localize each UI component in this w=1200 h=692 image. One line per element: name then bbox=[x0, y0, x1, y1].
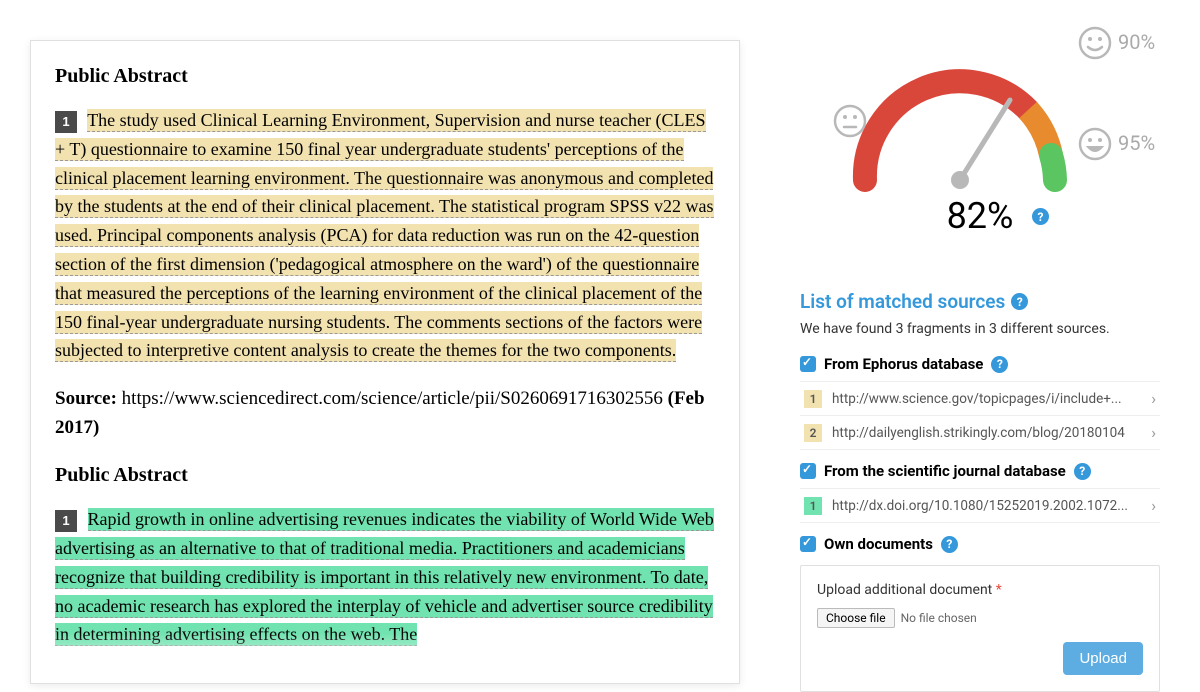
abstract-heading-1: Public Abstract bbox=[55, 65, 715, 88]
source-label: Source: bbox=[55, 388, 117, 409]
sources-title: List of matched sources ? bbox=[800, 290, 1160, 313]
side-panel: 82% ? 90% 95% List of matched sources ? … bbox=[800, 40, 1160, 684]
source-number-badge: 1 bbox=[804, 497, 822, 515]
gauge-help-icon[interactable]: ? bbox=[1032, 208, 1049, 225]
sources-help-icon[interactable]: ? bbox=[1011, 293, 1028, 310]
source-number-badge: 2 bbox=[804, 424, 822, 442]
highlighted-text-1[interactable]: The study used Clinical Learning Environ… bbox=[55, 109, 714, 362]
source-group-checkbox[interactable] bbox=[800, 463, 816, 479]
source-group-header: Own documents? bbox=[800, 535, 1160, 553]
source-group: Own documents? bbox=[800, 535, 1160, 553]
highlighted-text-2[interactable]: Rapid growth in online advertising reven… bbox=[55, 508, 714, 646]
source-row[interactable]: 1 http://dx.doi.org/10.1080/15252019.2002… bbox=[800, 488, 1160, 523]
neutral-face-icon bbox=[833, 104, 867, 138]
gauge-percent: 82% bbox=[820, 195, 1140, 237]
source-group-header: From Ephorus database? bbox=[800, 355, 1160, 373]
source-group: From Ephorus database? 1 http://www.scienc… bbox=[800, 355, 1160, 450]
gauge-marker-90: 90% bbox=[1118, 30, 1155, 54]
source-line: Source: https://www.sciencedirect.com/sc… bbox=[55, 385, 715, 442]
sources-title-text: List of matched sources bbox=[800, 290, 1005, 313]
upload-button[interactable]: Upload bbox=[1063, 642, 1143, 675]
source-row[interactable]: 2 http://dailyenglish.strikingly.com/blog… bbox=[800, 415, 1160, 450]
file-status: No file chosen bbox=[901, 611, 977, 625]
upload-label-text: Upload additional document bbox=[817, 582, 992, 598]
help-icon[interactable]: ? bbox=[941, 536, 958, 553]
source-group-label: Own documents bbox=[824, 535, 933, 553]
chevron-right-icon: › bbox=[1151, 389, 1156, 408]
source-group-label: From Ephorus database bbox=[824, 355, 983, 373]
abstract-paragraph-1: 1 The study used Clinical Learning Envir… bbox=[55, 106, 715, 365]
source-row[interactable]: 1 http://www.science.gov/topicpages/i/inc… bbox=[800, 381, 1160, 415]
fragment-badge: 1 bbox=[55, 510, 77, 532]
source-number-badge: 1 bbox=[804, 390, 822, 408]
fade-overlay bbox=[31, 633, 739, 683]
source-group-checkbox[interactable] bbox=[800, 536, 816, 552]
similarity-gauge: 82% ? 90% 95% bbox=[820, 40, 1140, 250]
smile-face-icon bbox=[1078, 26, 1112, 60]
fragment-badge: 1 bbox=[55, 111, 77, 133]
chevron-right-icon: › bbox=[1151, 423, 1156, 442]
help-icon[interactable]: ? bbox=[1074, 463, 1091, 480]
document-panel: Public Abstract 1 The study used Clinica… bbox=[30, 40, 740, 684]
sources-subtitle: We have found 3 fragments in 3 different… bbox=[800, 321, 1160, 337]
source-group-header: From the scientific journal database? bbox=[800, 462, 1160, 480]
source-group-label: From the scientific journal database bbox=[824, 462, 1066, 480]
upload-box: Upload additional document * Choose file… bbox=[800, 565, 1160, 692]
source-url: https://www.sciencedirect.com/science/ar… bbox=[122, 388, 663, 409]
source-url: http://dailyenglish.strikingly.com/blog/… bbox=[832, 425, 1141, 441]
grin-face-icon bbox=[1078, 127, 1112, 161]
abstract-paragraph-2: 1 Rapid growth in online advertising rev… bbox=[55, 505, 715, 649]
help-icon[interactable]: ? bbox=[991, 356, 1008, 373]
chevron-right-icon: › bbox=[1151, 496, 1156, 515]
choose-file-button[interactable]: Choose file bbox=[817, 608, 895, 628]
upload-label: Upload additional document * bbox=[817, 582, 1143, 598]
source-group: From the scientific journal database? 1 ht… bbox=[800, 462, 1160, 523]
source-url: http://dx.doi.org/10.1080/15252019.2002.… bbox=[832, 498, 1141, 514]
abstract-heading-2: Public Abstract bbox=[55, 464, 715, 487]
source-group-checkbox[interactable] bbox=[800, 356, 816, 372]
required-asterisk: * bbox=[996, 582, 1002, 598]
gauge-marker-95: 95% bbox=[1118, 131, 1155, 155]
source-url: http://www.science.gov/topicpages/i/incl… bbox=[832, 391, 1141, 407]
